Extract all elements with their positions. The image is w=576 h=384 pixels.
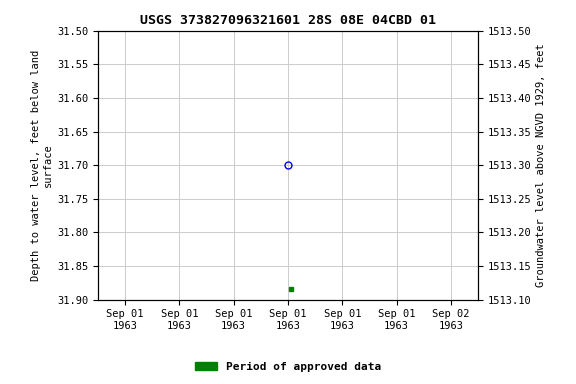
Legend: Period of approved data: Period of approved data bbox=[191, 358, 385, 377]
Title: USGS 373827096321601 28S 08E 04CBD 01: USGS 373827096321601 28S 08E 04CBD 01 bbox=[140, 14, 436, 27]
Y-axis label: Depth to water level, feet below land
surface: Depth to water level, feet below land su… bbox=[31, 50, 53, 281]
Y-axis label: Groundwater level above NGVD 1929, feet: Groundwater level above NGVD 1929, feet bbox=[536, 43, 545, 287]
